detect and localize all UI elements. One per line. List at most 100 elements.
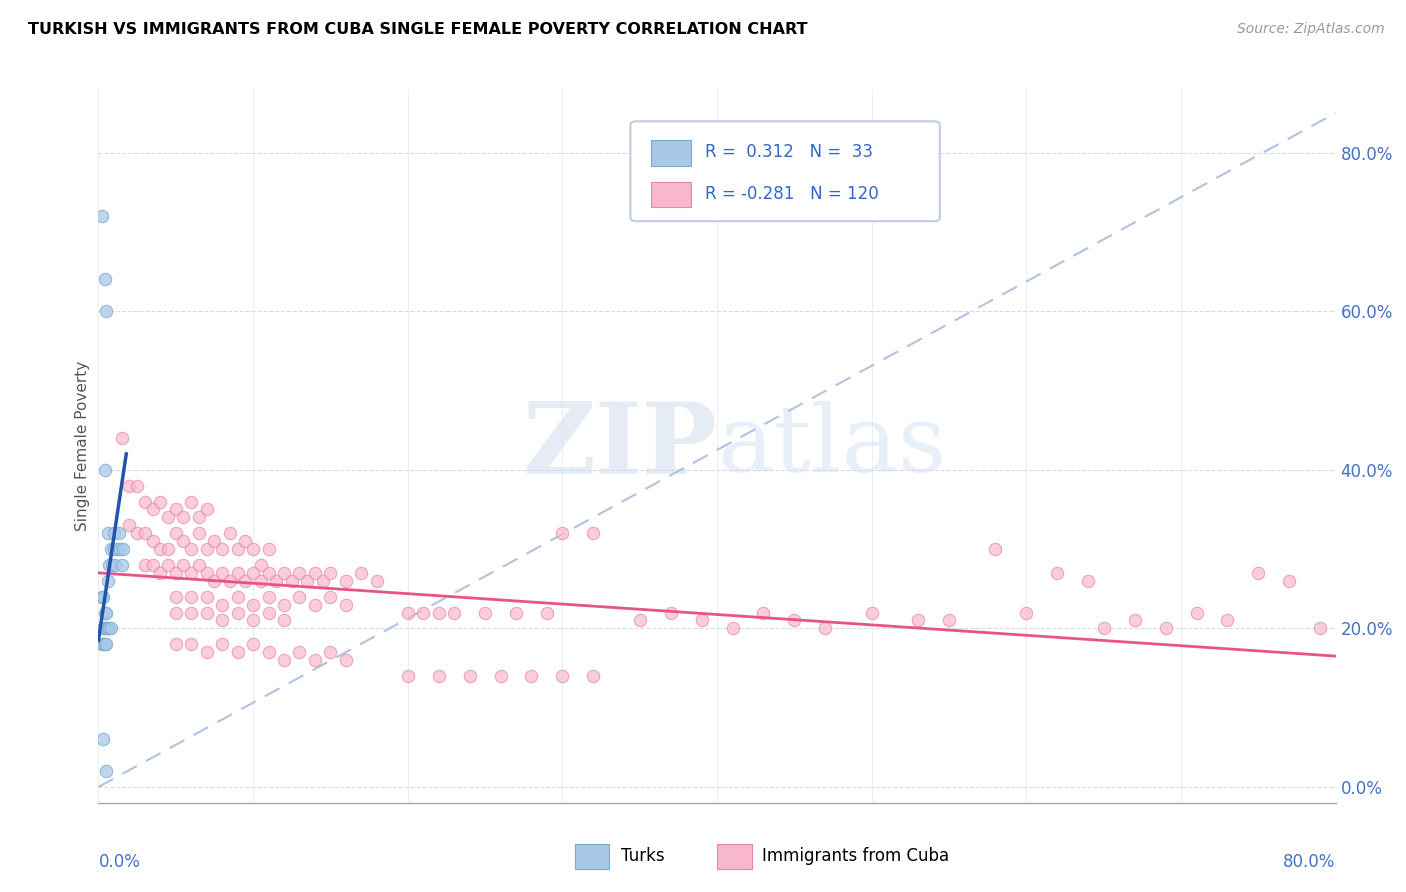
Point xyxy=(100,542,122,557)
Text: 0.0%: 0.0% xyxy=(98,853,141,871)
Point xyxy=(96,606,118,620)
Point xyxy=(195,502,218,516)
Point xyxy=(134,558,156,572)
Point xyxy=(204,574,226,588)
Point xyxy=(91,590,114,604)
FancyBboxPatch shape xyxy=(630,121,939,221)
Point xyxy=(93,463,115,477)
Point xyxy=(273,653,295,667)
Point xyxy=(281,574,304,588)
Point xyxy=(335,598,357,612)
Point xyxy=(226,590,249,604)
Point xyxy=(690,614,713,628)
Point xyxy=(1123,614,1146,628)
Point xyxy=(250,558,273,572)
Point xyxy=(427,606,450,620)
Point xyxy=(226,542,249,557)
Point xyxy=(242,637,264,651)
Point xyxy=(304,598,326,612)
Point xyxy=(211,614,233,628)
Point xyxy=(273,614,295,628)
Point xyxy=(443,606,465,620)
Point xyxy=(257,542,280,557)
Point xyxy=(520,669,543,683)
Point xyxy=(659,606,682,620)
Point xyxy=(257,645,280,659)
Point xyxy=(551,526,574,541)
Point xyxy=(96,304,118,318)
Point xyxy=(312,574,335,588)
Point xyxy=(551,669,574,683)
Point xyxy=(752,606,775,620)
Point xyxy=(90,209,112,223)
Point xyxy=(319,645,342,659)
Point xyxy=(319,566,342,580)
Point xyxy=(101,558,124,572)
Point xyxy=(219,526,242,541)
Point xyxy=(118,518,141,533)
Point xyxy=(107,526,129,541)
Point xyxy=(242,598,264,612)
Point xyxy=(165,566,187,580)
Point xyxy=(1247,566,1270,580)
Point xyxy=(226,606,249,620)
Point xyxy=(180,590,202,604)
Point xyxy=(108,542,131,557)
Point xyxy=(172,534,194,549)
Point xyxy=(188,558,211,572)
Point xyxy=(188,526,211,541)
Point xyxy=(180,494,202,508)
Point xyxy=(165,502,187,516)
Point xyxy=(350,566,373,580)
Point xyxy=(1046,566,1069,580)
Point xyxy=(98,621,121,635)
Point xyxy=(257,606,280,620)
Point xyxy=(111,431,132,445)
Point xyxy=(1185,606,1208,620)
Point xyxy=(134,494,156,508)
Point xyxy=(188,510,211,524)
Point xyxy=(96,764,118,778)
Point xyxy=(250,574,273,588)
Point xyxy=(257,566,280,580)
Point xyxy=(118,478,141,492)
Point xyxy=(273,598,295,612)
Point xyxy=(335,574,357,588)
Point xyxy=(141,534,165,549)
Point xyxy=(165,590,187,604)
Point xyxy=(211,637,233,651)
Text: R = -0.281   N = 120: R = -0.281 N = 120 xyxy=(704,185,879,202)
Point xyxy=(1309,621,1331,635)
Point xyxy=(141,502,165,516)
Point xyxy=(98,558,121,572)
Point xyxy=(149,542,172,557)
Point xyxy=(127,478,149,492)
Point xyxy=(242,542,264,557)
Point xyxy=(90,637,112,651)
Point xyxy=(180,566,202,580)
Point xyxy=(814,621,837,635)
Point xyxy=(264,574,288,588)
Point xyxy=(226,566,249,580)
Point xyxy=(427,669,450,683)
Text: Source: ZipAtlas.com: Source: ZipAtlas.com xyxy=(1237,22,1385,37)
Point xyxy=(288,566,311,580)
Point xyxy=(97,526,120,541)
Point xyxy=(96,637,118,651)
Point xyxy=(505,606,527,620)
Point xyxy=(1154,621,1177,635)
FancyBboxPatch shape xyxy=(717,844,752,869)
Point xyxy=(165,526,187,541)
Point xyxy=(172,558,194,572)
Point xyxy=(104,558,127,572)
Point xyxy=(366,574,388,588)
Point xyxy=(195,590,218,604)
Point xyxy=(165,637,187,651)
Point xyxy=(180,542,202,557)
Text: atlas: atlas xyxy=(717,401,946,491)
Point xyxy=(211,566,233,580)
Point xyxy=(195,606,218,620)
Point xyxy=(91,621,114,635)
FancyBboxPatch shape xyxy=(575,844,609,869)
Y-axis label: Single Female Poverty: Single Female Poverty xyxy=(75,361,90,531)
